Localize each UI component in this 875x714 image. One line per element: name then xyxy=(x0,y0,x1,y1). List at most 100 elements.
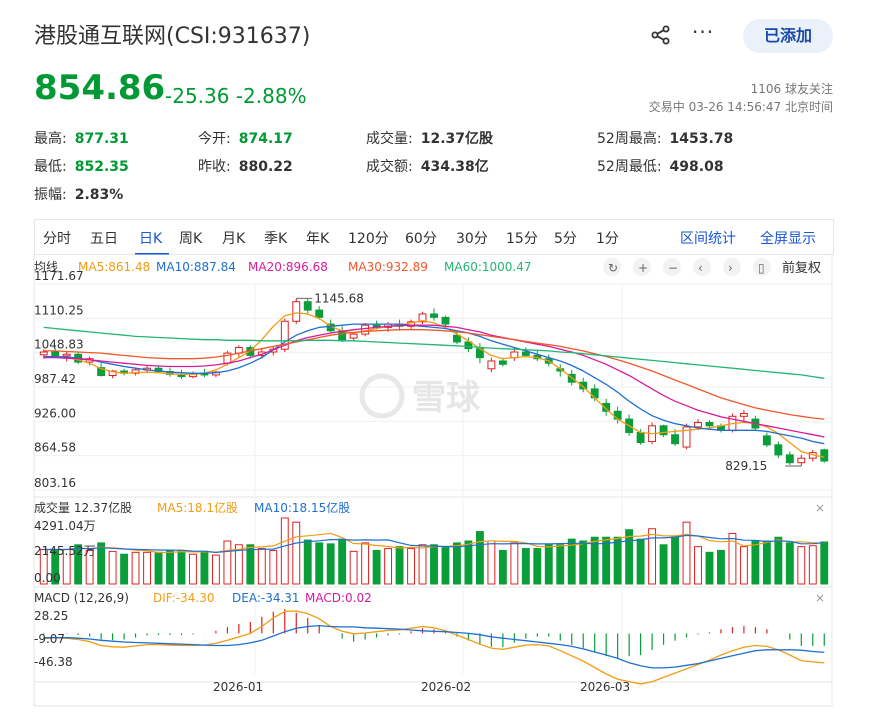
tab-9[interactable]: 30分 xyxy=(456,231,488,247)
tab-10[interactable]: 15分 xyxy=(506,231,538,247)
ma-legend-item: MA20:896.68 xyxy=(248,260,328,274)
stat-value: 2.83% xyxy=(74,187,124,203)
candle-body xyxy=(51,351,60,357)
candle-body xyxy=(97,367,106,376)
tab-7[interactable]: 120分 xyxy=(348,231,389,247)
volume-bar xyxy=(246,544,255,585)
volume-bar xyxy=(74,544,83,585)
candle-body xyxy=(292,301,301,322)
price-axis-tick: 1171.67 xyxy=(34,269,84,283)
ma-line-ma10 xyxy=(43,323,825,445)
volume-bar xyxy=(613,536,622,585)
tab-5[interactable]: 季K xyxy=(264,231,288,247)
volume-bar xyxy=(739,546,748,585)
price-change: -25.36 -2.88% xyxy=(165,84,307,108)
stat-item: 成交量: 12.37亿股 xyxy=(366,128,493,148)
chart-tool-icon: ↻ xyxy=(608,261,618,275)
candle-body xyxy=(602,402,611,412)
volume-bar xyxy=(579,540,588,585)
volume-bar xyxy=(556,544,565,585)
volume-bar xyxy=(407,548,415,585)
macd-dea-line xyxy=(43,624,825,669)
candle-body xyxy=(315,309,324,318)
volume-bar xyxy=(602,536,611,585)
volume-bar xyxy=(85,549,94,585)
volume-bar xyxy=(143,551,151,585)
tab-6[interactable]: 年K xyxy=(306,231,330,247)
change-amount: -25.36 xyxy=(165,84,230,108)
tab-1[interactable]: 五日 xyxy=(90,231,118,247)
volume-bar xyxy=(384,548,393,585)
volume-bar xyxy=(785,542,794,585)
price-axis-tick: 803.16 xyxy=(34,476,76,490)
ma-legend-item: MA10:887.84 xyxy=(156,260,236,274)
stat-label: 52周最高: xyxy=(597,131,662,147)
tab-4[interactable]: 月K xyxy=(222,231,246,247)
more-options-icon[interactable]: ··· xyxy=(692,20,715,44)
volume-bar xyxy=(303,539,312,585)
volume-bar xyxy=(189,553,197,585)
stat-item: 最低: 852.35 xyxy=(34,156,129,176)
price-axis-tick: 864.58 xyxy=(34,441,76,455)
stat-label: 成交量: xyxy=(366,131,413,147)
volume-bar xyxy=(349,550,358,585)
change-percent: -2.88% xyxy=(235,84,307,108)
stat-label: 最低: xyxy=(34,159,67,175)
tab-0[interactable]: 分时 xyxy=(43,231,71,247)
tab-12[interactable]: 1分 xyxy=(596,231,619,247)
candle-body xyxy=(797,457,806,464)
tab-8[interactable]: 60分 xyxy=(405,231,437,247)
volume-bar xyxy=(223,540,232,585)
chart-tool-button[interactable] xyxy=(723,258,741,276)
candle-body xyxy=(774,444,783,456)
candle-body xyxy=(303,301,312,311)
chart-tool-button[interactable] xyxy=(693,258,711,276)
macd-dif-line xyxy=(43,610,825,685)
fullscreen-link[interactable]: 全屏显示 xyxy=(760,231,816,247)
ma-line-ma5 xyxy=(43,312,825,458)
stat-value: 434.38亿 xyxy=(420,159,489,175)
volume-bar xyxy=(728,532,737,585)
candle-body xyxy=(590,388,599,399)
chart-frame xyxy=(33,254,833,707)
tab-11[interactable]: 5分 xyxy=(554,231,577,247)
candle-body xyxy=(280,320,289,350)
candle-body xyxy=(349,333,358,339)
volume-bar xyxy=(338,538,347,585)
volume-bar xyxy=(521,548,530,585)
added-watchlist-button[interactable]: 已添加 xyxy=(743,19,833,53)
stat-item: 今开: 874.17 xyxy=(198,128,293,148)
ma-line-ma30 xyxy=(43,329,825,420)
volume-bar xyxy=(694,546,702,585)
chart-tool-button[interactable] xyxy=(603,258,621,276)
volume-bar xyxy=(154,551,163,585)
share-icon[interactable] xyxy=(650,24,672,46)
volume-bar xyxy=(315,542,324,585)
chart-tool-button[interactable] xyxy=(663,258,681,276)
volume-axis-tick: 4291.04万 xyxy=(34,519,96,533)
volume-bar xyxy=(395,546,404,585)
candle-body xyxy=(739,413,748,417)
kline-chart[interactable]: 均线 MA5:861.48 MA10:887.84 MA20:896.68 MA30:9… xyxy=(0,254,875,714)
candle-body xyxy=(498,360,507,365)
macd-dea-legend: DEA:-34.31 xyxy=(232,591,300,605)
macd-legend: MACD (12,26,9) xyxy=(34,591,129,605)
volume-bar xyxy=(166,549,174,585)
candle-body xyxy=(579,381,588,390)
chart-tool-icon: − xyxy=(668,261,678,275)
candle-body xyxy=(671,434,679,445)
volume-bar xyxy=(430,544,438,585)
price-axis-tick: 926.00 xyxy=(34,406,76,420)
tab-3[interactable]: 周K xyxy=(179,231,203,247)
tab-2[interactable]: 日K xyxy=(139,231,163,247)
stat-item: 振幅: 2.83% xyxy=(34,184,123,204)
volume-bar xyxy=(717,549,725,585)
volume-bar xyxy=(774,536,783,585)
chart-tool-button[interactable] xyxy=(633,258,651,276)
stat-label: 成交额: xyxy=(366,159,413,175)
chart-tool-button[interactable] xyxy=(753,258,771,276)
range-stats-link[interactable]: 区间统计 xyxy=(680,231,736,247)
price-axis-tick: 987.42 xyxy=(34,372,76,386)
date-axis-tick: 2026-01 xyxy=(213,680,263,694)
volume-bar xyxy=(498,549,507,585)
